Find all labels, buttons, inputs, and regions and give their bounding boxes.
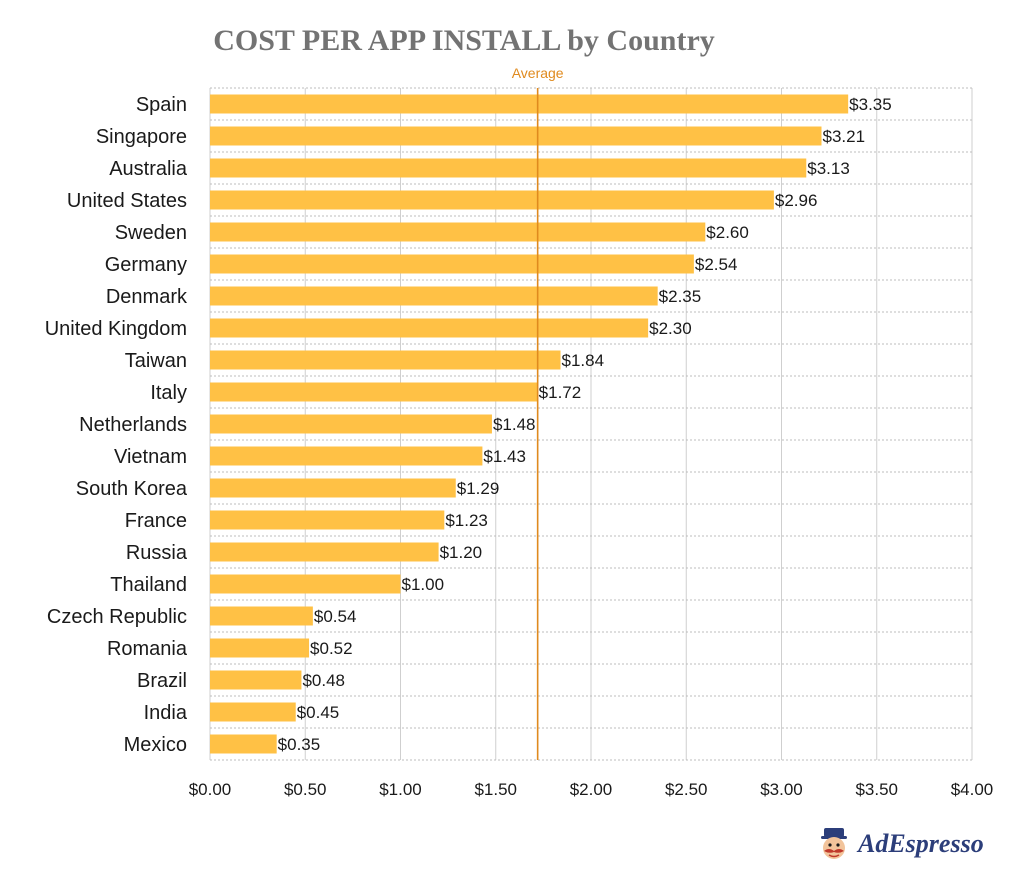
bar bbox=[210, 158, 807, 178]
bar bbox=[210, 126, 822, 146]
adespresso-logo: AdEspresso bbox=[816, 824, 1008, 864]
bar-value-label: $1.00 bbox=[402, 575, 445, 594]
bar bbox=[210, 382, 538, 402]
bar bbox=[210, 254, 694, 274]
bar-value-label: $2.30 bbox=[649, 319, 692, 338]
x-tick-label: $4.00 bbox=[951, 780, 994, 799]
category-label: India bbox=[144, 702, 188, 724]
x-tick-label: $3.00 bbox=[760, 780, 803, 799]
category-label: Italy bbox=[150, 382, 187, 404]
bar bbox=[210, 350, 561, 370]
bar bbox=[210, 702, 296, 722]
bar bbox=[210, 670, 302, 690]
bar-value-label: $0.52 bbox=[310, 639, 353, 658]
bar bbox=[210, 286, 658, 306]
bars bbox=[210, 94, 849, 754]
bar-value-label: $3.13 bbox=[807, 159, 850, 178]
bar-value-label: $1.20 bbox=[440, 543, 483, 562]
bar-value-label: $0.45 bbox=[297, 703, 340, 722]
category-label: Spain bbox=[136, 94, 187, 116]
bar-value-label: $1.29 bbox=[457, 479, 500, 498]
labels: $0.00 $0.50 $1.00 $1.50 $2.00 $2.50 $3.00 $3.50… bbox=[45, 94, 994, 799]
bar-value-label: $0.35 bbox=[278, 735, 321, 754]
bar bbox=[210, 574, 401, 594]
category-label: Singapore bbox=[96, 126, 187, 148]
bar-value-label: $0.48 bbox=[302, 671, 345, 690]
category-label: South Korea bbox=[76, 478, 188, 500]
bar bbox=[210, 606, 313, 626]
bar-value-label: $1.84 bbox=[562, 351, 605, 370]
bar bbox=[210, 542, 439, 562]
x-tick-label: $0.50 bbox=[284, 780, 327, 799]
bar bbox=[210, 446, 483, 466]
logo-text: AdEspresso bbox=[858, 829, 984, 858]
bar bbox=[210, 734, 277, 754]
category-label: Germany bbox=[105, 254, 187, 276]
category-label: Russia bbox=[126, 542, 188, 564]
category-label: Czech Republic bbox=[47, 606, 187, 628]
category-label: Netherlands bbox=[79, 414, 187, 436]
bar-value-label: $2.54 bbox=[695, 255, 738, 274]
bar-value-label: $2.35 bbox=[659, 287, 702, 306]
category-label: Mexico bbox=[124, 734, 187, 756]
chart-title: COST PER APP INSTALL by Country bbox=[213, 24, 715, 57]
category-label: Sweden bbox=[115, 222, 187, 244]
category-label: Brazil bbox=[137, 670, 187, 692]
category-label: Thailand bbox=[110, 574, 187, 596]
category-label: United States bbox=[67, 190, 187, 212]
bar bbox=[210, 318, 649, 338]
bar-value-label: $1.23 bbox=[445, 511, 488, 530]
bar-value-label: $2.96 bbox=[775, 191, 818, 210]
x-tick-label: $2.00 bbox=[570, 780, 613, 799]
bar-value-label: $1.43 bbox=[483, 447, 526, 466]
bar bbox=[210, 510, 445, 530]
category-label: France bbox=[125, 510, 187, 532]
bar-value-label: $0.54 bbox=[314, 607, 357, 626]
bar-value-label: $1.48 bbox=[493, 415, 536, 434]
bar-value-label: $3.35 bbox=[849, 95, 892, 114]
category-label: Australia bbox=[109, 158, 188, 180]
x-tick-label: $1.50 bbox=[474, 780, 517, 799]
x-tick-label: $0.00 bbox=[189, 780, 232, 799]
category-label: Taiwan bbox=[125, 350, 187, 372]
average-label: Average bbox=[512, 65, 564, 81]
bar-value-label: $1.72 bbox=[539, 383, 582, 402]
category-label: Vietnam bbox=[114, 446, 187, 468]
category-label: United Kingdom bbox=[45, 318, 187, 340]
bar bbox=[210, 478, 456, 498]
bar-value-label: $2.60 bbox=[706, 223, 749, 242]
bar bbox=[210, 190, 774, 210]
average-line-group: Average bbox=[512, 65, 564, 760]
x-tick-label: $1.00 bbox=[379, 780, 422, 799]
x-tick-label: $3.50 bbox=[855, 780, 898, 799]
category-label: Romania bbox=[107, 638, 188, 660]
bar bbox=[210, 94, 849, 114]
bar bbox=[210, 414, 492, 434]
bar-value-label: $3.21 bbox=[823, 127, 866, 146]
bar bbox=[210, 638, 310, 658]
category-label: Denmark bbox=[106, 286, 188, 308]
mustache-mascot-icon bbox=[821, 828, 847, 859]
x-tick-label: $2.50 bbox=[665, 780, 708, 799]
bar bbox=[210, 222, 706, 242]
